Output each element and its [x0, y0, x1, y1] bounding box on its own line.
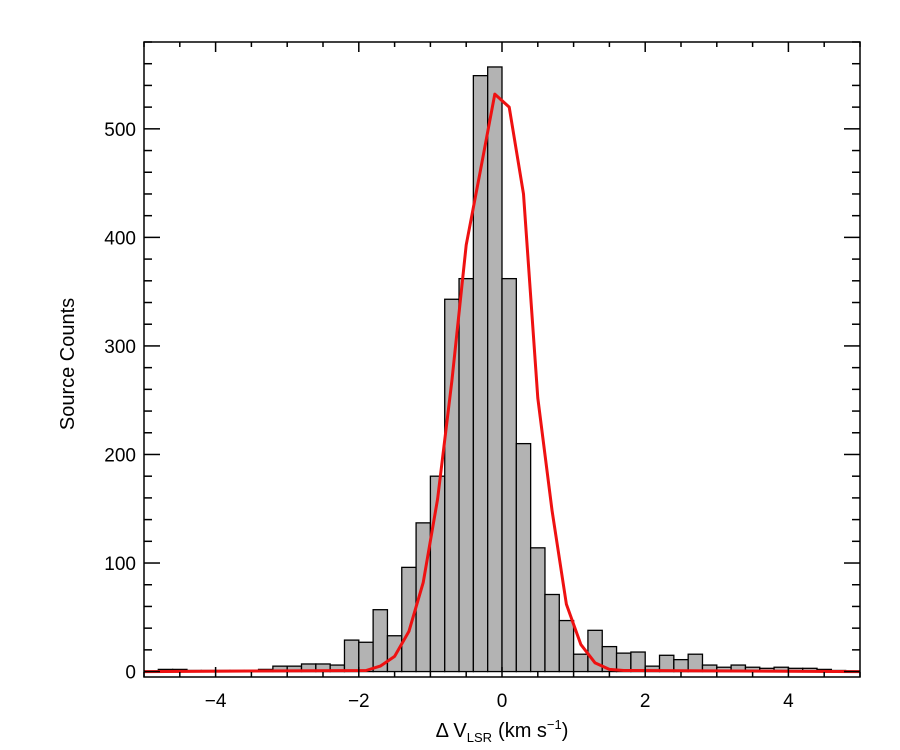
y-tick-label: 300	[104, 337, 136, 358]
x-axis-title-main: Δ V	[436, 720, 468, 742]
histogram-bar	[687, 653, 704, 673]
histogram-bars	[157, 66, 847, 673]
histogram-bar	[358, 641, 374, 673]
y-tick-label: 400	[104, 228, 136, 249]
y-tick-label: 100	[104, 554, 136, 575]
x-tick-label: 0	[497, 691, 508, 712]
y-axis-title: Source Counts	[57, 298, 79, 430]
y-tick-labels: 0 100 200 300 400 500	[104, 120, 136, 684]
histogram-bar	[501, 277, 517, 673]
histogram-bar	[343, 639, 360, 673]
x-axis-title: Δ VLSR (km s−1)	[436, 717, 569, 745]
x-tick-label: 4	[783, 691, 794, 712]
histogram-bar	[544, 593, 560, 673]
x-tick-label: −4	[205, 691, 227, 712]
histogram-bar	[558, 619, 575, 673]
histogram-bar	[458, 277, 475, 673]
histogram-bar	[444, 298, 460, 673]
histogram-bar	[630, 651, 646, 673]
histogram-bar	[487, 66, 503, 673]
x-axis-title-units: (km s	[498, 720, 547, 742]
y-tick-label: 500	[104, 120, 136, 141]
histogram-bar	[515, 442, 532, 673]
x-tick-labels: −4 −2 0 2 4	[205, 691, 794, 712]
x-axis-title-subscript: LSR	[467, 730, 492, 745]
x-axis-title-units-exponent: −1	[547, 717, 562, 732]
gaussian-fit-curve	[143, 92, 861, 674]
histogram-bar	[658, 654, 675, 673]
y-tick-label: 0	[125, 663, 136, 684]
x-axis-title-units-close: )	[562, 720, 569, 742]
histogram-bar	[529, 547, 546, 673]
histogram-bar	[572, 653, 589, 673]
y-tick-label: 200	[104, 445, 136, 466]
x-tick-label: −2	[348, 691, 370, 712]
x-tick-label: 2	[640, 691, 651, 712]
axis-ticks	[143, 41, 861, 677]
